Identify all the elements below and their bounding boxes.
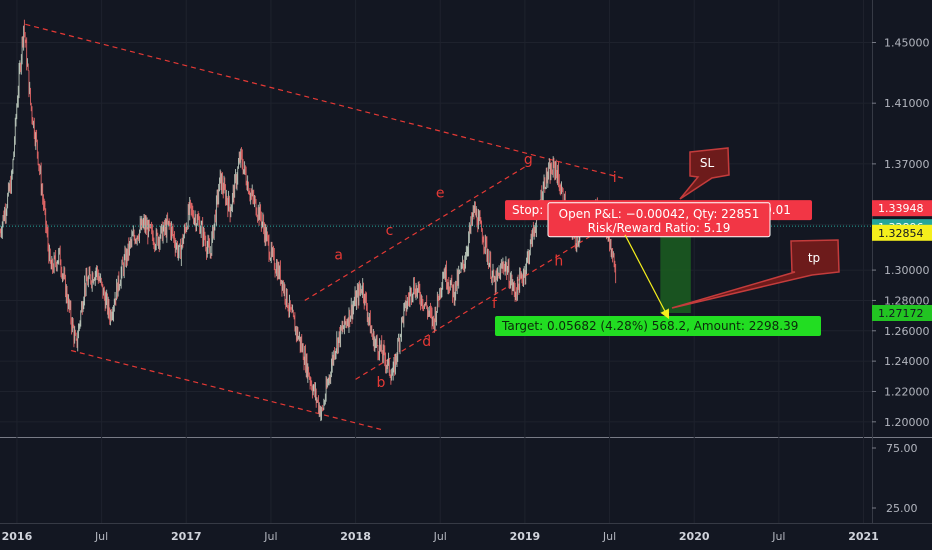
target-arrow bbox=[624, 234, 670, 320]
wave-label: d bbox=[422, 334, 431, 350]
sl-callout-text: SL bbox=[700, 156, 715, 170]
y-tick-label: 1.26000 bbox=[884, 325, 930, 338]
x-tick-label: Jul bbox=[771, 530, 785, 543]
price-axis-pane bbox=[872, 0, 932, 523]
price-tag-box bbox=[872, 200, 932, 217]
price-series bbox=[0, 19, 617, 422]
wave-label: h bbox=[554, 254, 563, 270]
price-tag-label: 1.33948 bbox=[878, 202, 924, 215]
x-tick-label: 2019 bbox=[510, 530, 541, 543]
tp-callout-shape bbox=[671, 239, 840, 309]
x-tick-label: 2021 bbox=[848, 530, 879, 543]
time-axis-labels: 2016 Jul 2017 Jul 2018 Jul 2019 Jul 2020 Jul 2021 bbox=[2, 530, 879, 543]
volume-axis-labels: 75.00 25.00 bbox=[872, 442, 918, 515]
trendline bbox=[25, 23, 627, 180]
wave-label: g bbox=[524, 152, 533, 168]
y-tick-label: 1.20000 bbox=[884, 416, 930, 429]
y-tick-label: 1.37000 bbox=[884, 158, 930, 171]
y-tick-label: 1.30000 bbox=[884, 264, 930, 277]
sl-callout-shape bbox=[679, 147, 730, 200]
x-tick-label: Jul bbox=[94, 530, 108, 543]
wave-label: i bbox=[613, 170, 617, 186]
price-tag-box bbox=[872, 224, 932, 241]
price-tag-label: 1.27172 bbox=[878, 307, 924, 320]
wave-label: b bbox=[377, 375, 386, 391]
volume-pane bbox=[0, 439, 872, 523]
callouts: Stop: 0.01094 (0.82%) 109.4, Amount: 750… bbox=[495, 147, 840, 337]
price-tag-box bbox=[872, 305, 932, 322]
wave-labels: a b c d e f g h i bbox=[334, 152, 616, 391]
x-tick-label: Jul bbox=[263, 530, 277, 543]
wave-label: c bbox=[386, 223, 394, 239]
wave-label: a bbox=[334, 247, 343, 263]
wave-label: e bbox=[436, 185, 445, 201]
y-tick-label: 1.22000 bbox=[884, 385, 930, 398]
wave-label: f bbox=[492, 296, 498, 312]
pnl-box bbox=[547, 202, 771, 238]
x-tick-label: 2018 bbox=[340, 530, 371, 543]
y-tick-label: 1.45000 bbox=[884, 36, 930, 49]
price-tag-label: 1.32854 bbox=[878, 227, 924, 240]
x-tick-label: 2020 bbox=[679, 530, 710, 543]
volume-tick-label: 75.00 bbox=[886, 442, 918, 455]
x-tick-label: Jul bbox=[602, 530, 616, 543]
target-label-box bbox=[495, 316, 821, 337]
y-tick-label: 1.41000 bbox=[884, 97, 930, 110]
y-tick-label: 1.28000 bbox=[884, 294, 930, 307]
tp-callout-text: tp bbox=[808, 251, 820, 265]
trendline bbox=[304, 166, 526, 301]
target-zone bbox=[660, 226, 691, 314]
target-label: Target: 0.05682 (4.28%) 568.2, Amount: 2… bbox=[501, 319, 798, 333]
time-axis-pane bbox=[0, 523, 932, 550]
pnl-label: Open P&L: −0.00042, Qty: 22851 bbox=[559, 207, 760, 221]
volume-tick-label: 25.00 bbox=[886, 502, 918, 515]
x-tick-label: Jul bbox=[433, 530, 447, 543]
x-tick-label: 2017 bbox=[171, 530, 202, 543]
risk-reward-label: Risk/Reward Ratio: 5.19 bbox=[588, 221, 731, 235]
y-tick-label: 1.24000 bbox=[884, 355, 930, 368]
x-tick-label: 2016 bbox=[2, 530, 33, 543]
